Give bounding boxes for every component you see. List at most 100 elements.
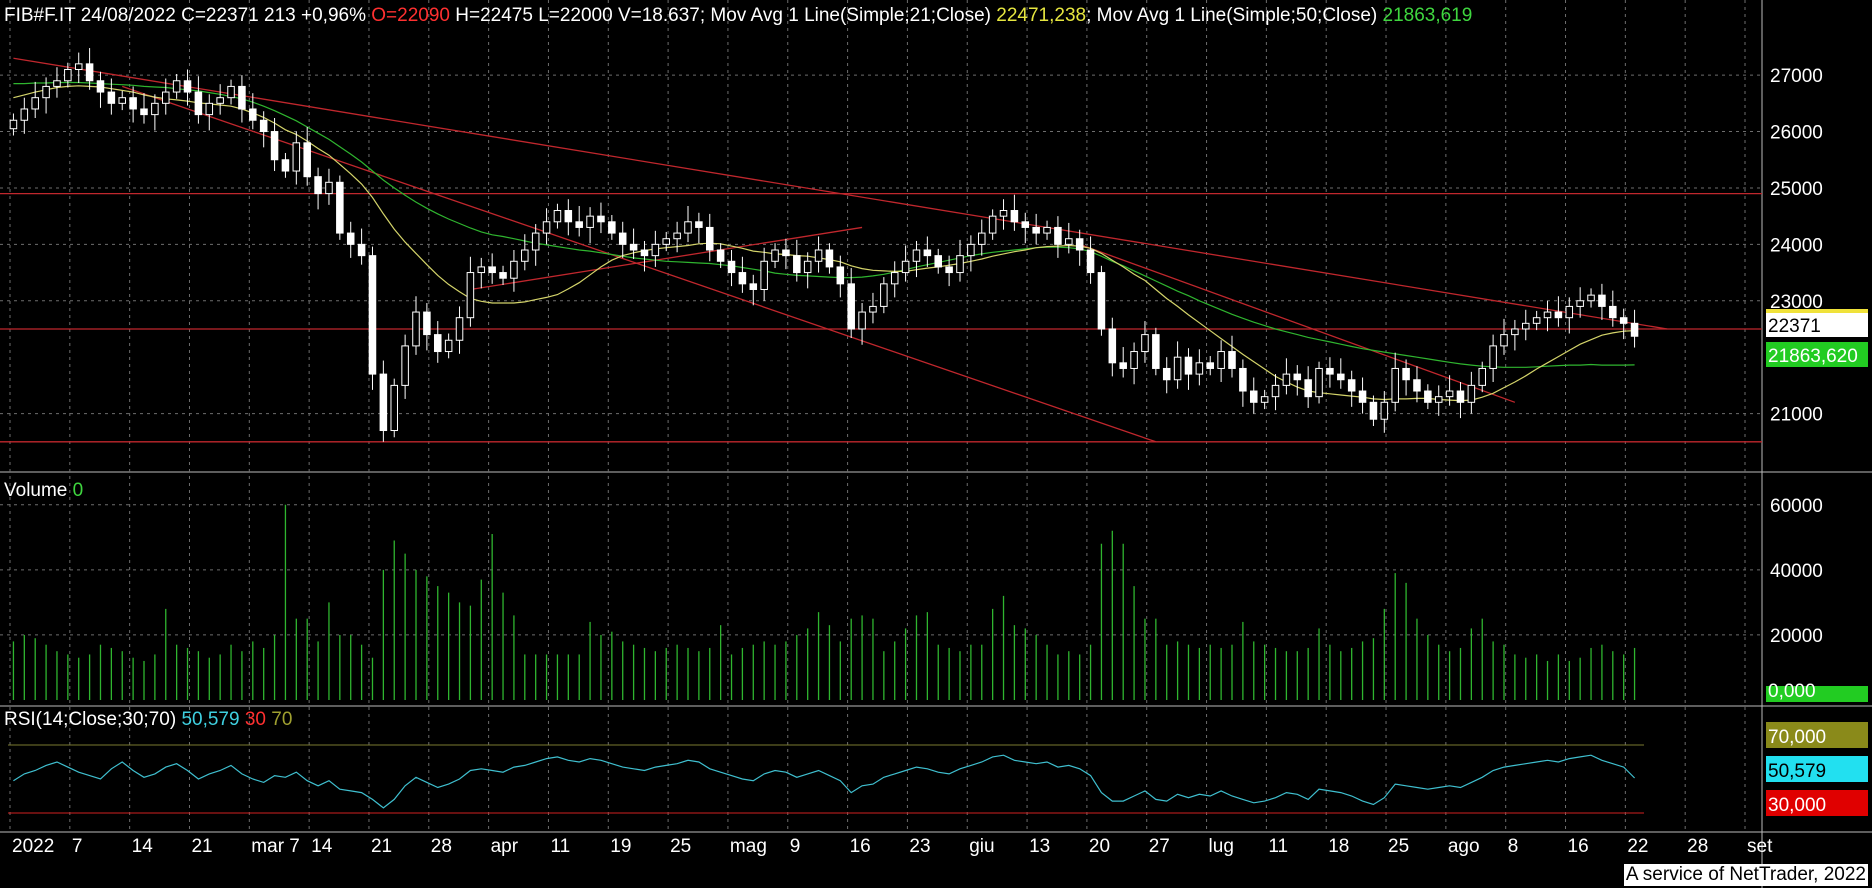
date-tick-label: 2022: [12, 836, 54, 857]
candle-body: [1304, 379, 1312, 398]
candle-body: [651, 243, 660, 257]
candle-body: [303, 142, 311, 178]
price-tick-label: 21000: [1770, 405, 1823, 426]
candle-body: [1217, 351, 1225, 369]
candle-body: [107, 91, 116, 104]
rsi-panel-lines: [8, 744, 1644, 814]
candle-body: [1413, 379, 1421, 392]
candle-body: [270, 131, 279, 161]
candle-body: [901, 260, 910, 274]
candle-body: [1532, 317, 1541, 324]
candle-body: [1521, 322, 1530, 330]
date-tick-label: 11: [1268, 836, 1288, 857]
rsi-high-badge-bg: [1766, 722, 1868, 748]
candle-body: [629, 243, 638, 251]
candle-body: [401, 345, 409, 386]
candle-body: [140, 108, 148, 116]
date-tick-label: giu: [969, 836, 994, 857]
candle-body: [314, 176, 322, 195]
candle-body: [249, 108, 257, 121]
candle-body: [64, 68, 72, 82]
candle-body: [42, 85, 50, 99]
date-tick-label: 9: [790, 836, 801, 857]
candle-body: [945, 266, 953, 274]
candle-body: [977, 232, 986, 245]
candle-body: [1239, 367, 1247, 392]
date-tick-label: lug: [1209, 836, 1234, 857]
candle-body: [912, 249, 921, 262]
date-tick-label: 28: [431, 836, 452, 857]
candle-body: [96, 80, 105, 93]
ma50-value: 21863,619: [1382, 5, 1473, 26]
date-tick-label: 19: [610, 836, 631, 857]
candle-body: [444, 339, 453, 353]
candle-body: [531, 232, 540, 251]
candle-body: [1424, 390, 1432, 403]
candle-body: [499, 272, 507, 279]
candle-body: [1228, 351, 1236, 369]
candle-body: [390, 384, 399, 432]
last-price-badge: 22371: [1768, 316, 1821, 337]
candle-body: [1195, 362, 1204, 375]
volume-value: 0: [72, 480, 84, 501]
candle-body: [85, 63, 94, 82]
candle-body: [793, 255, 801, 274]
candle-body: [640, 249, 649, 257]
volume-last-badge-bg: [1766, 686, 1868, 702]
date-tick-label: set: [1747, 836, 1773, 857]
candle-body: [1152, 334, 1160, 369]
candle-body: [281, 159, 290, 172]
candle-body: [988, 215, 997, 234]
candle-body: [1369, 401, 1378, 420]
rsi-low-badge-bg: [1766, 790, 1868, 816]
date-tick-label: 14: [311, 836, 333, 857]
candle-body: [1206, 362, 1215, 369]
candle-body: [1162, 367, 1171, 381]
ma21-marker: [1766, 309, 1868, 313]
date-axis: 2022 7 14 21 mar 7 14 21 28 apr 11 19 25 mag 9 16 23 giu…: [12, 836, 1773, 857]
candle-body: [466, 272, 475, 319]
candle-body: [1184, 356, 1193, 375]
price-tick-label: 25000: [1770, 179, 1823, 200]
candle-body: [836, 266, 845, 285]
rsi-value-badge: 50,579: [1768, 761, 1826, 782]
candle-body: [216, 97, 224, 104]
candle-body: [31, 97, 39, 110]
candle-body: [292, 142, 301, 172]
ma21-legend: ; Mov Avg 1 Line(Simple;21;Close): [699, 5, 991, 26]
candle-body: [1619, 317, 1628, 324]
candle-body: [1032, 226, 1040, 234]
candle-body: [1010, 210, 1019, 223]
candle-body: [542, 221, 551, 234]
candle-body: [956, 255, 964, 274]
candle-body: [1598, 294, 1606, 307]
candle-body: [749, 283, 758, 290]
date-tick-label: 16: [850, 836, 871, 857]
candle-body: [412, 311, 420, 347]
candle-body: [814, 249, 823, 262]
candle-body: [194, 91, 203, 116]
candle-body: [760, 260, 768, 290]
candle-body: [183, 80, 192, 93]
candle-body: [521, 249, 529, 262]
candle-body: [1326, 367, 1334, 375]
candle-body: [825, 249, 834, 268]
date-tick-label: mar 7: [251, 836, 300, 857]
candle-body: [1097, 272, 1106, 330]
candle-body: [346, 232, 355, 245]
ma50-legend: ; Mov Avg 1 Line(Simple;50;Close): [1086, 5, 1378, 26]
rsi-high-badge: 70,000: [1768, 727, 1826, 748]
candle-body: [1445, 390, 1454, 398]
horizontal-levels: [0, 192, 1762, 443]
candle-body: [368, 255, 377, 375]
candle-body: [477, 266, 486, 274]
candle-body: [1380, 401, 1389, 420]
date-tick-label: 16: [1568, 836, 1589, 857]
candle-body: [20, 108, 29, 121]
candle-body: [1402, 367, 1410, 381]
candle-body: [1065, 238, 1073, 245]
candle-body: [238, 85, 246, 110]
date-tick-label: 21: [371, 836, 392, 857]
